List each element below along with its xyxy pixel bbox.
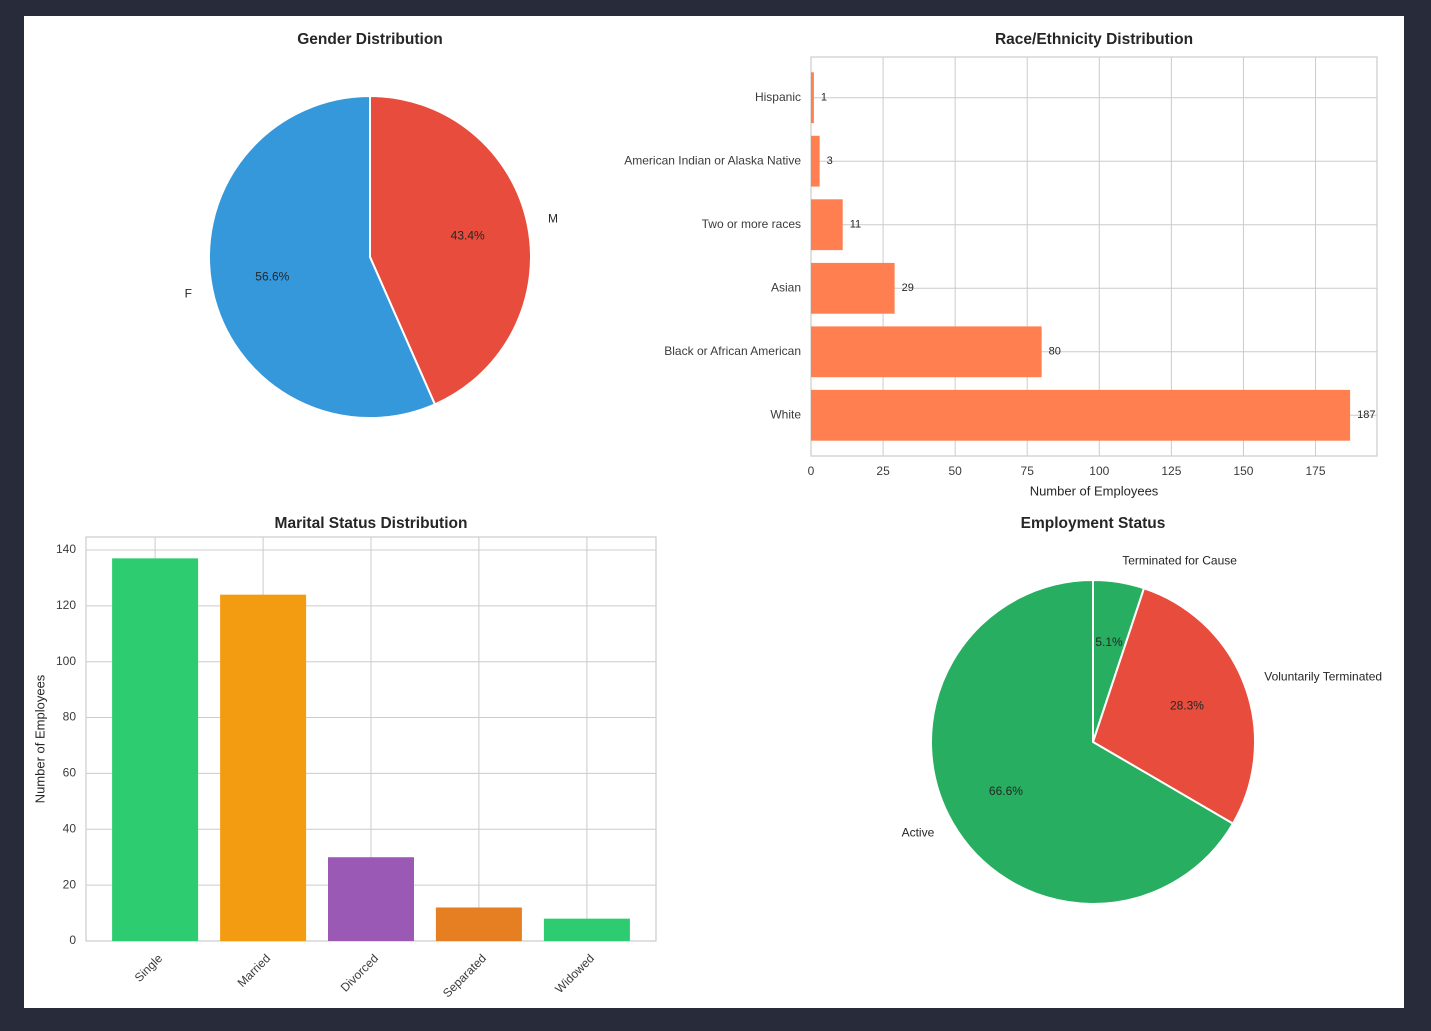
pie-slice bbox=[208, 95, 436, 419]
race-ethnicity-bar-chart: Race/Ethnicity Distribution Number of Em… bbox=[624, 31, 1378, 498]
pie-percent-label: 28.3% bbox=[1170, 699, 1204, 713]
bar bbox=[811, 199, 843, 251]
pie-percent-label: 5.1% bbox=[1095, 635, 1123, 649]
x-tick-label: 100 bbox=[1089, 464, 1109, 478]
employment-chart-title: Employment Status bbox=[1021, 515, 1166, 532]
charts-figure: Gender Distribution 43.4% M 56.6% F Race/Et… bbox=[32, 31, 1382, 1000]
bar bbox=[811, 326, 1042, 378]
value-label: 3 bbox=[827, 155, 833, 167]
category-label: Single bbox=[132, 951, 166, 985]
pie-label: Voluntarily Terminated bbox=[1264, 669, 1382, 683]
y-tick-label: 40 bbox=[63, 821, 77, 835]
marital-y-axis-label: Number of Employees bbox=[32, 674, 47, 803]
x-tick-label: 50 bbox=[948, 464, 962, 478]
bar bbox=[435, 907, 522, 941]
bar bbox=[811, 389, 1351, 441]
bar bbox=[811, 135, 820, 187]
category-label: Married bbox=[235, 951, 274, 990]
pie-slice bbox=[930, 579, 1234, 905]
employment-pie-chart: Employment Status 5.1% Terminated for Cau… bbox=[902, 515, 1382, 905]
gender-pie-body: 43.4% M 56.6% F bbox=[185, 95, 558, 419]
pie-percent-label: 56.6% bbox=[255, 270, 289, 284]
race-x-axis-label: Number of Employees bbox=[1030, 483, 1159, 498]
y-tick-label: 120 bbox=[56, 598, 76, 612]
pie-label: M bbox=[548, 212, 558, 226]
y-tick-label: 20 bbox=[63, 877, 77, 891]
x-tick-label: 75 bbox=[1021, 464, 1035, 478]
bar bbox=[220, 594, 307, 941]
x-tick-label: 175 bbox=[1306, 464, 1326, 478]
marital-bar-body: Single Married Divorced Separated Widowed 0 20… bbox=[56, 536, 657, 1000]
gender-chart-title: Gender Distribution bbox=[297, 31, 443, 48]
value-label: 1 bbox=[821, 92, 827, 104]
pie-percent-label: 43.4% bbox=[451, 229, 485, 243]
category-label: Two or more races bbox=[702, 217, 801, 231]
dashboard-canvas: Gender Distribution 43.4% M 56.6% F Race/Et… bbox=[24, 16, 1404, 1008]
y-tick-label: 60 bbox=[63, 766, 77, 780]
category-label: American Indian or Alaska Native bbox=[624, 153, 801, 167]
pie-label: Terminated for Cause bbox=[1122, 553, 1237, 567]
bar bbox=[543, 918, 630, 941]
plot-frame bbox=[810, 56, 1378, 457]
category-label: Asian bbox=[771, 280, 801, 294]
category-label: White bbox=[770, 407, 801, 421]
x-tick-label: 125 bbox=[1161, 464, 1181, 478]
value-label: 29 bbox=[902, 282, 914, 294]
y-tick-label: 0 bbox=[69, 933, 76, 947]
marital-chart-title: Marital Status Distribution bbox=[275, 515, 468, 532]
category-label: Separated bbox=[440, 951, 489, 1000]
x-tick-label: 0 bbox=[808, 464, 815, 478]
pie-slice bbox=[369, 95, 532, 406]
category-label: Black or African American bbox=[664, 344, 801, 358]
race-chart-title: Race/Ethnicity Distribution bbox=[995, 31, 1193, 48]
value-label: 187 bbox=[1357, 409, 1375, 421]
y-tick-label: 80 bbox=[63, 710, 77, 724]
pie-percent-label: 66.6% bbox=[989, 784, 1023, 798]
employment-pie-body: 5.1% Terminated for Cause 28.3% Voluntarily… bbox=[902, 553, 1382, 905]
x-tick-label: 25 bbox=[876, 464, 890, 478]
bar bbox=[811, 262, 895, 314]
pie-label: Active bbox=[902, 825, 935, 839]
x-tick-label: 150 bbox=[1233, 464, 1253, 478]
y-tick-label: 100 bbox=[56, 654, 76, 668]
bar bbox=[112, 558, 199, 941]
category-label: Divorced bbox=[338, 951, 381, 994]
gender-pie-chart: Gender Distribution 43.4% M 56.6% F bbox=[185, 31, 558, 419]
race-bar-body: 1 Hispanic 3 American Indian or Alaska Nati… bbox=[624, 56, 1378, 478]
value-label: 80 bbox=[1049, 346, 1061, 358]
marital-status-bar-chart: Marital Status Distribution Number of Em… bbox=[32, 515, 657, 1000]
category-label: Widowed bbox=[552, 951, 597, 996]
value-label: 11 bbox=[850, 219, 861, 231]
category-label: Hispanic bbox=[755, 90, 801, 104]
pie-label: F bbox=[185, 287, 192, 301]
bar bbox=[811, 72, 814, 124]
y-tick-label: 140 bbox=[56, 542, 76, 556]
bar bbox=[328, 857, 414, 941]
